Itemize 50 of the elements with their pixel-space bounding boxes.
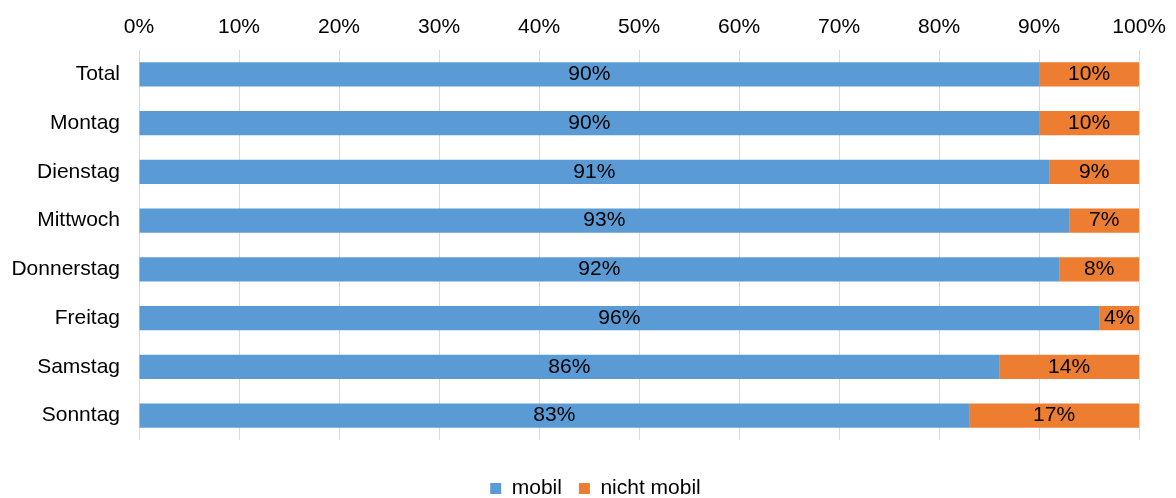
legend-label: nicht mobil xyxy=(600,475,701,498)
bar xyxy=(139,403,970,428)
bar xyxy=(1039,62,1140,87)
data-label: 90% xyxy=(568,109,611,133)
x-tick-label: 100% xyxy=(1112,14,1166,38)
data-label: 14% xyxy=(1048,353,1091,377)
data-label: 10% xyxy=(1068,109,1111,133)
data-label: 4% xyxy=(1103,304,1135,328)
x-tick-label: 70% xyxy=(818,14,861,38)
data-label: 17% xyxy=(1033,402,1076,426)
x-tick-label: 40% xyxy=(518,14,561,38)
bar xyxy=(1059,257,1140,282)
x-tick-label: 10% xyxy=(218,14,261,38)
x-tick-label: 0% xyxy=(123,14,155,38)
bar xyxy=(139,257,1060,282)
y-tick-label: Samstag xyxy=(37,353,120,377)
data-label: 86% xyxy=(548,353,591,377)
y-tick-label: Mittwoch xyxy=(37,207,120,231)
x-tick-label: 60% xyxy=(718,14,761,38)
y-tick-label: Sonntag xyxy=(41,402,120,426)
x-tick-label: 50% xyxy=(618,14,661,38)
data-label: 7% xyxy=(1088,207,1120,231)
x-tick-label: 80% xyxy=(918,14,961,38)
data-label: 90% xyxy=(568,61,611,85)
bar xyxy=(139,159,1050,185)
data-label: 83% xyxy=(533,402,576,426)
data-label: 10% xyxy=(1068,61,1111,85)
x-tick-label: 20% xyxy=(318,14,361,38)
bar xyxy=(1069,208,1140,233)
bar xyxy=(139,62,1040,87)
y-tick-label: Donnerstag xyxy=(11,256,120,280)
y-tick-label: Freitag xyxy=(54,304,120,328)
data-label: 93% xyxy=(583,207,626,231)
data-label: 9% xyxy=(1078,158,1110,182)
bar xyxy=(969,403,1140,428)
data-label: 91% xyxy=(573,158,616,182)
bar xyxy=(999,354,1140,380)
legend-label: mobil xyxy=(511,475,562,498)
data-label: 8% xyxy=(1083,256,1115,280)
bar xyxy=(139,110,1040,136)
y-tick-label: Total xyxy=(75,61,120,85)
data-label: 92% xyxy=(578,256,621,280)
bar xyxy=(139,354,1000,380)
data-label: 96% xyxy=(598,304,641,328)
bar xyxy=(139,208,1070,233)
x-tick-label: 90% xyxy=(1018,14,1061,38)
y-tick-label: Montag xyxy=(49,109,120,133)
x-tick-label: 30% xyxy=(418,14,461,38)
y-tick-label: Dienstag xyxy=(37,158,120,182)
bar xyxy=(139,305,1100,331)
